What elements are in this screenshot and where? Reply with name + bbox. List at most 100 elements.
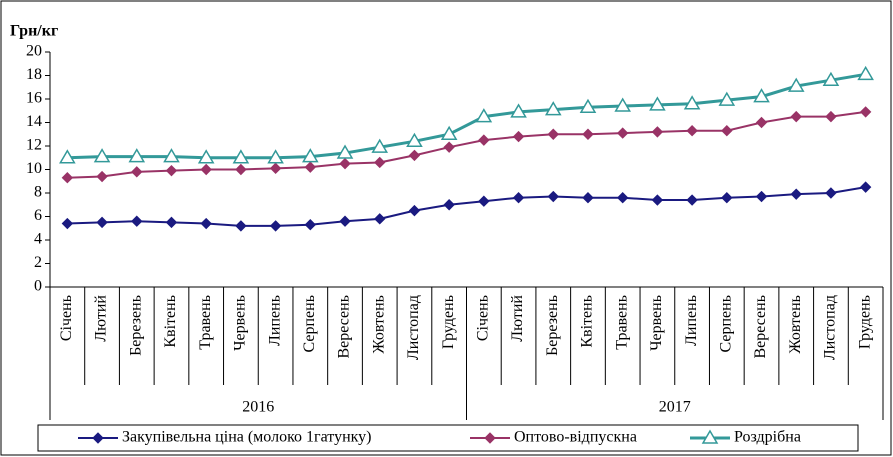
series-line: [67, 72, 866, 160]
data-point: [825, 110, 837, 123]
data-point: [755, 190, 768, 203]
data-point: [512, 130, 525, 143]
y-tick-label: 10: [26, 160, 42, 177]
data-point: [232, 149, 250, 164]
data-point: [512, 191, 525, 204]
x-tick-label: Червень: [232, 295, 249, 351]
data-point: [408, 149, 421, 162]
x-tick-label: Грудень: [440, 295, 457, 349]
data-point: [547, 128, 559, 140]
legend-marker: [701, 429, 719, 444]
data-point: [374, 213, 386, 225]
y-tick-label: 14: [26, 113, 42, 130]
y-tick-label: 12: [26, 137, 42, 154]
data-point: [406, 132, 423, 148]
data-point: [686, 125, 698, 137]
y-tick-label: 4: [34, 231, 42, 248]
x-tick-label: Травень: [197, 295, 214, 350]
data-point: [267, 149, 284, 164]
data-point: [721, 191, 733, 204]
data-point: [408, 204, 421, 217]
data-point: [235, 220, 247, 232]
data-point: [787, 77, 805, 92]
data-point: [443, 199, 455, 211]
data-point: [197, 149, 215, 164]
group-label: 2017: [659, 399, 691, 416]
x-tick-label: Жовтень: [787, 295, 804, 354]
y-tick-label: 20: [26, 43, 42, 60]
data-point: [859, 106, 872, 118]
data-point: [96, 170, 108, 183]
data-point: [475, 108, 493, 123]
x-tick-label: Листопад: [405, 295, 422, 360]
data-point: [443, 141, 455, 153]
data-point: [478, 195, 490, 207]
y-tick-label: 6: [34, 207, 42, 224]
x-tick-label: Березень: [544, 295, 561, 356]
data-point: [374, 156, 386, 169]
data-point: [478, 134, 490, 146]
data-point: [128, 148, 146, 163]
series-line: [67, 110, 866, 179]
data-point: [616, 127, 629, 139]
legend-label: Роздрібна: [734, 429, 801, 446]
data-point: [336, 144, 354, 159]
y-tick-label: 16: [26, 90, 42, 107]
data-point: [163, 148, 180, 163]
data-point: [61, 172, 74, 184]
data-point: [200, 163, 212, 176]
data-point: [165, 164, 178, 177]
data-point: [651, 194, 664, 206]
legend-marker: [484, 432, 496, 444]
x-tick-label: Липень: [683, 295, 700, 346]
data-point: [651, 126, 664, 138]
data-point: [582, 191, 594, 204]
data-point: [683, 95, 701, 110]
data-point: [339, 157, 351, 170]
series-line: [67, 186, 866, 227]
data-point: [755, 116, 768, 129]
data-point: [269, 162, 282, 175]
legend-label: Оптово-відпускна: [514, 429, 637, 446]
legend-marker: [92, 432, 104, 444]
x-tick-label: Січень: [58, 295, 75, 341]
data-point: [718, 91, 736, 106]
x-tick-label: Лютий: [93, 295, 110, 342]
data-point: [371, 138, 389, 153]
data-point: [616, 191, 629, 204]
x-tick-label: Жовтень: [370, 295, 387, 354]
legend-label: Закупівельна ціна (молоко 1гатунку): [122, 429, 372, 446]
data-point: [131, 215, 143, 227]
data-point: [200, 217, 212, 230]
x-tick-label: Квітень: [579, 295, 596, 348]
x-tick-label: Листопад: [822, 295, 839, 360]
data-point: [510, 103, 527, 118]
y-axis-label: Грн/кг: [10, 23, 58, 40]
data-point: [825, 187, 837, 199]
y-tick-label: 0: [34, 278, 42, 295]
data-point: [582, 128, 594, 140]
data-point: [339, 215, 351, 227]
data-point: [790, 110, 802, 123]
x-tick-label: Серпень: [717, 295, 734, 353]
data-point: [544, 101, 562, 116]
x-tick-label: Грудень: [856, 295, 873, 349]
data-point: [859, 181, 872, 193]
data-point: [547, 190, 559, 203]
x-tick-label: Червень: [648, 295, 665, 351]
x-tick-label: Січень: [475, 295, 492, 341]
x-tick-label: Лютий: [509, 295, 526, 342]
x-tick-label: Вересень: [336, 295, 353, 359]
data-point: [96, 216, 108, 229]
data-point: [61, 217, 74, 230]
data-point: [649, 96, 666, 111]
data-point: [721, 125, 733, 137]
data-point: [93, 148, 111, 163]
data-point: [686, 194, 698, 206]
data-point: [790, 188, 802, 200]
data-point: [440, 125, 458, 140]
data-point: [304, 161, 317, 173]
x-tick-label: Липень: [266, 295, 283, 346]
